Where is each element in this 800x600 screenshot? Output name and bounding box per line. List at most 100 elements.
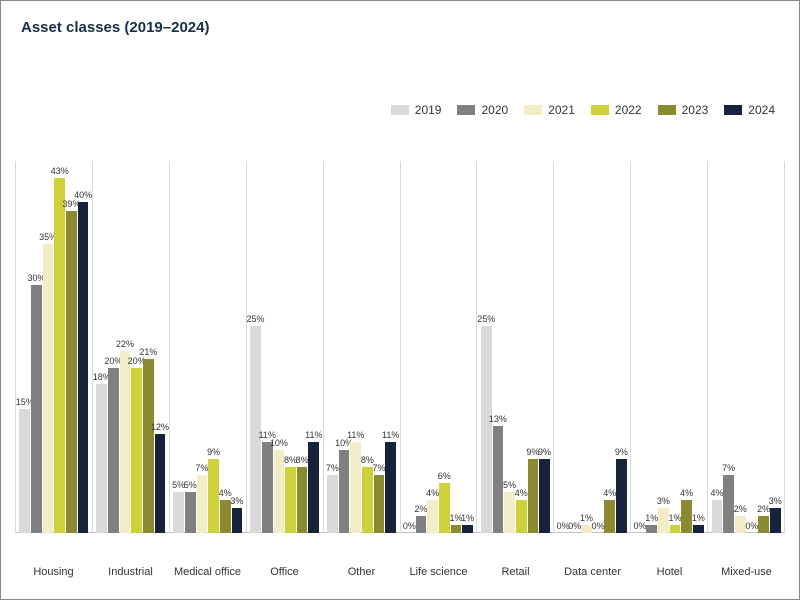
bar-value-label: 9% xyxy=(538,447,551,457)
chart-title: Asset classes (2019–2024) xyxy=(21,19,785,36)
bar: 7% xyxy=(197,475,208,533)
bar-value-label: 9% xyxy=(615,447,628,457)
legend-label: 2024 xyxy=(748,103,775,117)
bar: 2% xyxy=(735,516,746,533)
bar: 1% xyxy=(693,525,704,533)
bar: 1% xyxy=(462,525,473,533)
bar-value-label: 7% xyxy=(373,463,386,473)
bar: 8% xyxy=(285,467,296,533)
bar: 3% xyxy=(658,508,669,533)
bar: 11% xyxy=(308,442,319,533)
legend-swatch xyxy=(391,105,409,115)
x-axis-label: Hotel xyxy=(631,560,708,579)
legend-swatch xyxy=(457,105,475,115)
x-axis-label: Mixed-use xyxy=(708,560,785,579)
bar-group: 0%0%1%0%4%9% xyxy=(553,161,630,533)
bar: 8% xyxy=(297,467,308,533)
bar: 4% xyxy=(220,500,231,533)
bar-value-label: 0% xyxy=(745,521,758,531)
bar-value-label: 7% xyxy=(195,463,208,473)
x-axis-label: Industrial xyxy=(92,560,169,579)
chart-plot-area: 15%30%35%43%39%40%18%20%22%20%21%12%5%5%… xyxy=(15,161,785,533)
bar: 4% xyxy=(604,500,615,533)
bar: 39% xyxy=(66,211,77,533)
legend-label: 2023 xyxy=(682,103,709,117)
bar: 5% xyxy=(185,492,196,533)
bar-value-label: 25% xyxy=(247,314,265,324)
bar-value-label: 21% xyxy=(139,347,157,357)
bar-group: 25%13%5%4%9%9% xyxy=(476,161,553,533)
bar-value-label: 11% xyxy=(382,430,399,440)
bar: 2% xyxy=(758,516,769,533)
bar-value-label: 1% xyxy=(669,513,682,523)
bar-value-label: 40% xyxy=(74,190,92,200)
bar: 7% xyxy=(374,475,385,533)
bar-value-label: 11% xyxy=(305,430,322,440)
bar: 43% xyxy=(54,178,65,533)
bar-value-label: 4% xyxy=(426,488,439,498)
bar: 40% xyxy=(78,202,89,533)
bar: 35% xyxy=(43,244,54,533)
bar: 4% xyxy=(427,500,438,533)
bar-value-label: 7% xyxy=(326,463,339,473)
legend: 201920202021202220232024 xyxy=(391,103,775,117)
legend-swatch xyxy=(524,105,542,115)
bar: 15% xyxy=(19,409,30,533)
bar: 22% xyxy=(120,351,131,533)
bar-group: 0%2%4%6%1%1% xyxy=(400,161,477,533)
bar-group: 0%1%3%1%4%1% xyxy=(630,161,707,533)
bar: 1% xyxy=(451,525,462,533)
bar: 3% xyxy=(770,508,781,533)
bar-value-label: 13% xyxy=(489,414,507,424)
bar: 20% xyxy=(131,368,142,533)
bar: 10% xyxy=(339,450,350,533)
bar: 9% xyxy=(539,459,550,533)
x-axis-label: Medical office xyxy=(169,560,246,579)
bar-group: 18%20%22%20%21%12% xyxy=(92,161,169,533)
bar-value-label: 2% xyxy=(734,504,747,514)
bar-group: 15%30%35%43%39%40% xyxy=(15,161,92,533)
bar-value-label: 7% xyxy=(722,463,735,473)
x-axis-label: Office xyxy=(246,560,323,579)
bar-value-label: 3% xyxy=(230,496,243,506)
legend-swatch xyxy=(591,105,609,115)
bar-group: 7%10%11%8%7%11% xyxy=(323,161,400,533)
bar: 12% xyxy=(155,434,166,533)
legend-item: 2024 xyxy=(724,103,775,117)
legend-item: 2023 xyxy=(658,103,709,117)
bar: 11% xyxy=(350,442,361,533)
bar: 5% xyxy=(173,492,184,533)
bar: 9% xyxy=(208,459,219,533)
bar: 10% xyxy=(274,450,285,533)
x-axis-label: Other xyxy=(323,560,400,579)
bar: 4% xyxy=(681,500,692,533)
bar: 2% xyxy=(416,516,427,533)
bar-value-label: 10% xyxy=(270,438,288,448)
bar: 7% xyxy=(327,475,338,533)
bar: 4% xyxy=(516,500,527,533)
bar-value-label: 4% xyxy=(710,488,723,498)
bar: 9% xyxy=(528,459,539,533)
bar-value-label: 1% xyxy=(692,513,705,523)
bar-value-label: 4% xyxy=(680,488,693,498)
bar-value-label: 9% xyxy=(207,447,220,457)
bar-group: 5%5%7%9%4%3% xyxy=(169,161,246,533)
legend-swatch xyxy=(724,105,742,115)
bar: 11% xyxy=(262,442,273,533)
legend-label: 2022 xyxy=(615,103,642,117)
bar-value-label: 0% xyxy=(592,521,605,531)
bar-value-label: 8% xyxy=(296,455,309,465)
x-axis-label: Data center xyxy=(554,560,631,579)
bar: 30% xyxy=(31,285,42,533)
bar: 8% xyxy=(362,467,373,533)
legend-item: 2020 xyxy=(457,103,508,117)
legend-label: 2019 xyxy=(415,103,442,117)
bar-value-label: 2% xyxy=(414,504,427,514)
bar-value-label: 5% xyxy=(184,480,197,490)
bar-value-label: 25% xyxy=(477,314,495,324)
bar-group: 25%11%10%8%8%11% xyxy=(246,161,323,533)
bar-value-label: 22% xyxy=(116,339,134,349)
bar: 6% xyxy=(439,483,450,533)
bar-value-label: 4% xyxy=(603,488,616,498)
bar: 4% xyxy=(712,500,723,533)
